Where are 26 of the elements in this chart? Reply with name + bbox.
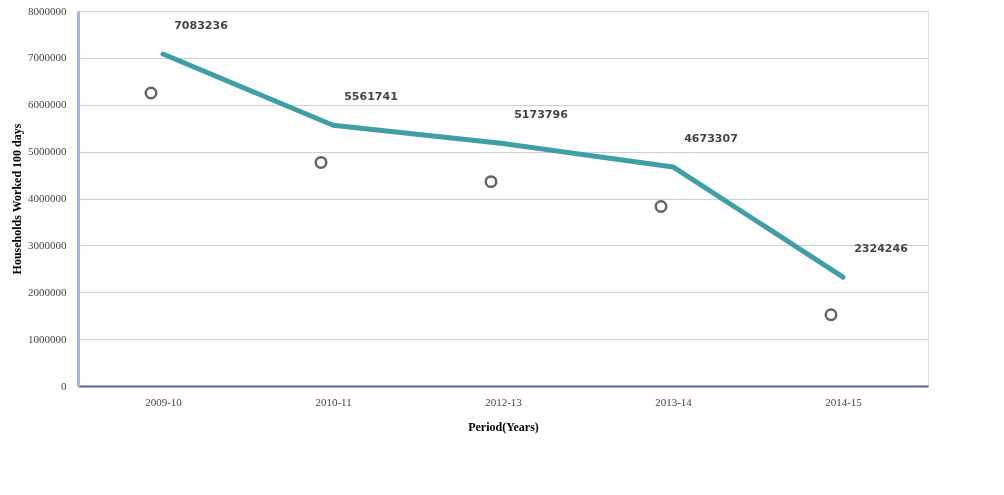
y-tick-label: 8000000 bbox=[28, 4, 67, 17]
point bbox=[314, 155, 328, 169]
point bbox=[654, 199, 668, 213]
data-label: 5561741 bbox=[344, 90, 398, 104]
y-tick-label: 5000000 bbox=[28, 145, 67, 158]
x-axis-title: Period(Years) bbox=[468, 419, 539, 434]
y-tick-label: 6000000 bbox=[28, 98, 67, 111]
x-tick-label: 2010-11 bbox=[315, 395, 352, 408]
y-tick-label: 0 bbox=[61, 379, 67, 392]
y-tick-label: 2000000 bbox=[28, 285, 67, 298]
y-axis-title: Households Worked 100 days bbox=[10, 123, 24, 275]
point bbox=[144, 86, 158, 100]
y-tick-label: 1000000 bbox=[28, 332, 67, 345]
data-label: 4673307 bbox=[684, 131, 738, 145]
y-tick-label: 7000000 bbox=[28, 51, 67, 64]
y-tick-label: 3000000 bbox=[28, 238, 67, 251]
point bbox=[484, 175, 498, 189]
x-tick-label: 2013-14 bbox=[655, 395, 693, 408]
point bbox=[824, 308, 838, 322]
data-label: 7083236 bbox=[174, 18, 229, 32]
x-tick-label: 2014-15 bbox=[825, 395, 863, 408]
data-label: 5173796 bbox=[514, 108, 569, 122]
data-label: 2324246 bbox=[854, 242, 909, 256]
y-tick-label: 4000000 bbox=[28, 192, 67, 204]
x-tick-label: 2009-10 bbox=[145, 395, 183, 408]
x-tick-label: 2012-13 bbox=[485, 395, 523, 408]
